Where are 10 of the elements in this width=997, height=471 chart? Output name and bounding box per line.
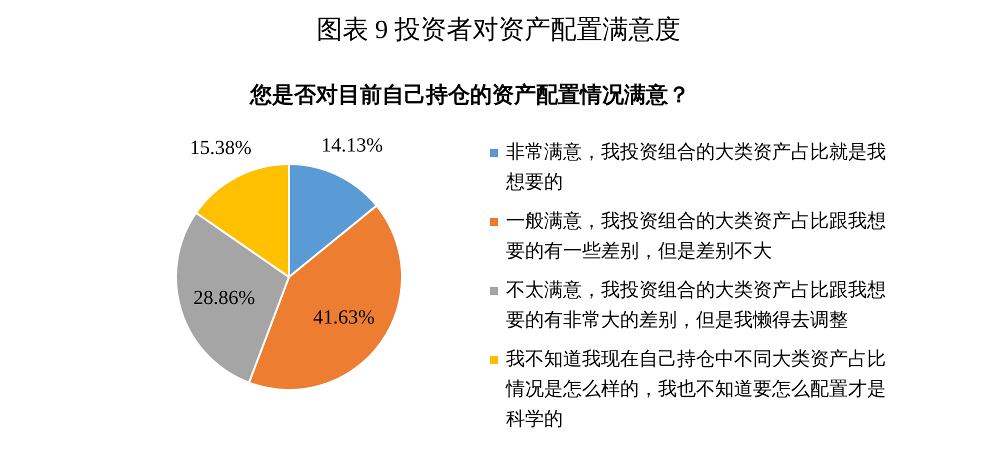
data-label: 14.13% xyxy=(321,134,383,156)
legend-label: 不太满意，我投资组合的大类资产占比跟我想要的有非常大的差别，但是我懒得去调整 xyxy=(506,280,886,331)
data-label: 15.38% xyxy=(190,136,252,159)
data-label: 41.63% xyxy=(313,306,375,329)
legend-label: 我不知道我现在自己持仓中不同大类资产占比情况是怎么样的，我也不知道要怎么配置才是科学的 xyxy=(506,349,886,430)
legend-label: 一般满意，我投资组合的大类资产占比跟我想要的有一些差别，但是差别不大 xyxy=(506,211,886,262)
legend-label: 非常满意，我投资组合的大类资产占比就是我想要的 xyxy=(506,142,886,193)
data-label: 28.86% xyxy=(193,287,256,310)
chart-title: 图表 9 投资者对资产配置满意度 xyxy=(316,14,682,46)
chart-subtitle: 您是否对目前自己持仓的资产配置情况满意？ xyxy=(248,81,691,109)
